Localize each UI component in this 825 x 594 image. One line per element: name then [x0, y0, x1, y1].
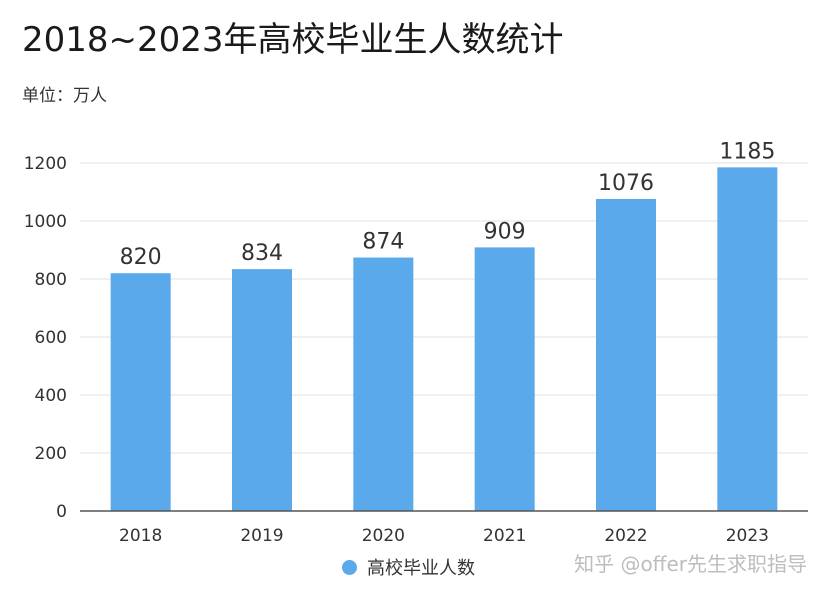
x-tick-label: 2019 — [240, 526, 283, 546]
y-tick-label: 200 — [35, 444, 67, 464]
data-label-2021: 909 — [484, 219, 526, 244]
data-labels: 820 834 874 909 1076 1185 — [120, 139, 776, 270]
bar-2021 — [474, 247, 535, 511]
bar-2022 — [596, 198, 656, 511]
y-tick-label: 600 — [35, 328, 67, 348]
legend-label: 高校毕业人数 — [367, 558, 475, 579]
bar-2020 — [353, 257, 414, 511]
gridlines — [80, 162, 808, 454]
y-tick-label: 1000 — [24, 212, 67, 232]
y-axis-ticks: 0 200 400 600 800 1000 1200 — [24, 154, 67, 522]
x-tick-label: 2021 — [483, 526, 526, 546]
x-tick-label: 2020 — [362, 526, 405, 546]
x-tick-label: 2018 — [119, 526, 162, 546]
bar-2018 — [110, 273, 171, 511]
x-tick-label: 2023 — [726, 526, 769, 546]
chart-title: 2018~2023年高校毕业生人数统计 — [22, 20, 564, 60]
legend: 高校毕业人数 — [342, 554, 475, 580]
legend-swatch-icon — [342, 559, 357, 575]
bar-2019 — [232, 269, 292, 511]
data-label-2018: 820 — [120, 245, 162, 270]
data-label-2023: 1185 — [719, 139, 775, 164]
watermark: 知乎 @offer先生求职指导 — [574, 552, 807, 576]
y-tick-label: 0 — [56, 502, 67, 522]
data-label-2020: 874 — [362, 230, 404, 255]
bar-2023 — [717, 167, 778, 511]
x-axis-ticks: 2018 2019 2020 2021 2022 2023 — [119, 526, 769, 546]
y-tick-label: 800 — [35, 270, 67, 290]
data-label-2022: 1076 — [598, 171, 654, 196]
y-tick-label: 400 — [35, 386, 67, 406]
x-tick-label: 2022 — [604, 526, 647, 546]
bars — [110, 167, 778, 511]
data-label-2019: 834 — [241, 241, 283, 266]
y-tick-label: 1200 — [24, 154, 67, 174]
unit-label: 单位：万人 — [22, 86, 107, 106]
